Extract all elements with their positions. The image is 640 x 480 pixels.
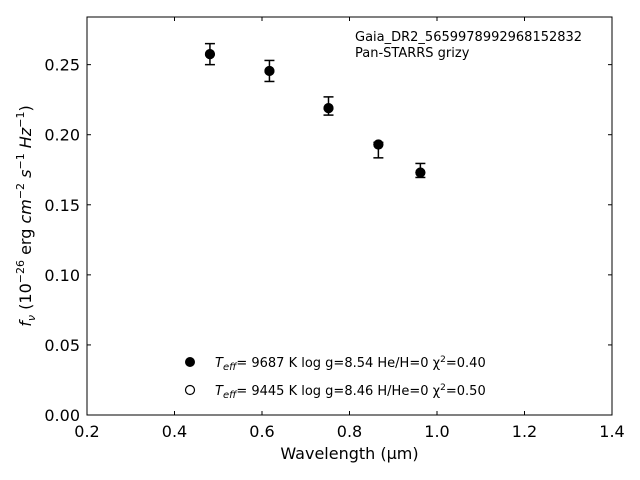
legend-label: Teff= 9445 K log g=8.46 H/He=0 χ2=0.50 — [215, 383, 486, 401]
data-points — [204, 49, 426, 178]
x-tick-label: 0.4 — [162, 422, 187, 441]
x-tick-label: 0.8 — [337, 422, 362, 441]
x-tick-label: 1.0 — [424, 422, 449, 441]
point-filled-circle — [323, 103, 334, 114]
axis-titles: Wavelength (μm) fν (10−26 erg cm−2 s−1 Hz… — [14, 105, 419, 463]
y-tick-label: 0.05 — [44, 336, 80, 355]
point-filled-circle — [373, 139, 384, 150]
y-tick-label: 0.15 — [44, 196, 80, 215]
point-filled-circle — [204, 49, 215, 60]
y-tick-label: 0.00 — [44, 406, 80, 425]
x-tick-label: 0.2 — [74, 422, 99, 441]
point-filled-circle — [415, 167, 426, 178]
legend: Teff= 9687 K log g=8.54 He/H=0 χ2=0.40 Te… — [184, 355, 486, 401]
legend-marker-open-circle — [184, 384, 196, 396]
x-axis-label: Wavelength (μm) — [280, 444, 418, 463]
x-tick-label: 0.6 — [249, 422, 274, 441]
annotation-line-1: Gaia_DR2_5659978992968152832 — [355, 30, 582, 45]
x-tick-label: 1.2 — [512, 422, 537, 441]
y-tick-label: 0.20 — [44, 126, 80, 145]
legend-label: Teff= 9687 K log g=8.54 He/H=0 χ2=0.40 — [215, 355, 486, 373]
y-tick-label: 0.25 — [44, 56, 80, 75]
point-filled-circle — [264, 65, 275, 76]
annotation-line-2: Pan-STARRS grizy — [355, 46, 470, 61]
annotation: Gaia_DR2_5659978992968152832 Pan-STARRS … — [355, 30, 582, 61]
axis-ticks: 0.2 0.4 0.6 0.8 1.0 1.2 1.4 0.00 0.05 0.10 0.15 0.2… — [44, 17, 625, 441]
y-axis-label: fν (10−26 erg cm−2 s−1 Hz−1) — [14, 105, 38, 326]
x-tick-label: 1.4 — [599, 422, 624, 441]
y-tick-label: 0.10 — [44, 266, 80, 285]
legend-marker-filled-circle — [185, 357, 195, 367]
